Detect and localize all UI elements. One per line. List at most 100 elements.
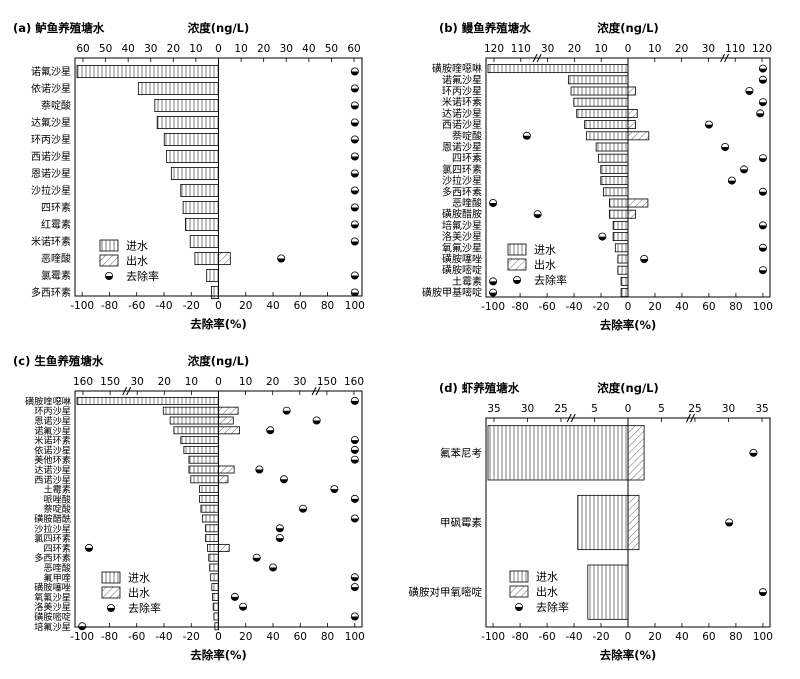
removal-marker-fill — [351, 577, 359, 581]
removal-tick-label: -60 — [538, 631, 555, 643]
removal-tick-label: 20 — [648, 631, 661, 643]
conc-tick-label: 110 — [725, 43, 745, 55]
removal-tick-label: -80 — [512, 631, 529, 643]
removal-tick-label: -40 — [155, 300, 172, 312]
influent-bar — [620, 276, 629, 286]
conc-axis-label: 浓度(ng/L) — [597, 21, 658, 35]
removal-tick-label: -100 — [70, 631, 94, 643]
legend-removal-marker-fill — [105, 276, 113, 280]
category-label: 氯四环素 — [442, 163, 482, 176]
category-label: 氟苯尼考 — [440, 446, 482, 459]
influent-bar — [576, 108, 629, 118]
category-label: 多西环素 — [442, 185, 482, 198]
legend-influent-label: 进水 — [534, 244, 556, 257]
effluent-bar — [627, 209, 636, 219]
conc-tick-label: 30 — [722, 403, 735, 415]
removal-axis-label: 去除率(%) — [600, 318, 657, 332]
removal-marker-fill — [759, 68, 767, 73]
legend-removal-marker-fill — [107, 608, 115, 612]
axis-break — [122, 386, 128, 396]
removal-marker-fill — [253, 557, 261, 562]
influent-bar — [173, 426, 219, 435]
category-label: 磺胺对甲氧嘧啶 — [409, 586, 483, 599]
conc-tick-label: 150 — [100, 376, 120, 388]
removal-tick-label: -80 — [101, 631, 118, 643]
conc-tick-label: 10 — [189, 43, 202, 55]
influent-bar — [199, 485, 219, 494]
panel-title: (b) 鳗鱼养殖塘水 — [439, 21, 531, 35]
axis-break — [686, 413, 691, 423]
influent-bar — [213, 612, 219, 621]
influent-bar — [169, 416, 219, 425]
removal-marker-fill — [351, 88, 359, 93]
removal-tick-label: -20 — [183, 300, 200, 312]
removal-tick-label: 80 — [729, 301, 742, 313]
category-label: 四环素 — [452, 152, 482, 165]
category-label: 达诺沙星 — [34, 464, 71, 476]
influent-bar — [199, 494, 219, 503]
legend-influent-label: 进水 — [128, 572, 150, 585]
removal-tick-label: 40 — [266, 631, 279, 643]
influent-bar — [214, 622, 219, 631]
removal-marker-fill — [78, 626, 86, 630]
category-label: 红霉素 — [41, 218, 71, 231]
influent-bar — [617, 265, 629, 275]
category-label: 磺胺喹噁啉 — [25, 395, 71, 407]
conc-tick-label: 25 — [688, 403, 701, 415]
influent-bar — [617, 254, 629, 264]
axis-break — [315, 386, 321, 396]
influent-bar — [587, 564, 629, 620]
conc-tick-label: 35 — [755, 403, 768, 415]
legend-effluent-label: 出水 — [536, 585, 558, 599]
category-label: 氯四环素 — [34, 533, 71, 545]
influent-bar — [180, 183, 219, 198]
conc-tick-label: 35 — [487, 403, 500, 415]
removal-marker-fill — [351, 440, 359, 444]
influent-bar — [600, 164, 629, 174]
panel-2: (c) 生鱼养殖塘水 浓度(ng/L)160 150 30 20 10 0 10 20 30 150… — [13, 354, 365, 662]
removal-marker-fill — [759, 191, 767, 196]
removal-marker-fill — [239, 606, 247, 611]
conc-tick-label: 10 — [185, 376, 198, 388]
legend-effluent-label: 出水 — [534, 258, 556, 272]
conc-tick-label: 30 — [541, 43, 554, 55]
conc-tick-label: 20 — [675, 43, 688, 55]
conc-tick-label: 110 — [511, 43, 531, 55]
influent-bar — [156, 115, 219, 130]
conc-tick-label: 20 — [257, 43, 270, 55]
category-label: 氧氟沙星 — [442, 241, 482, 254]
conc-tick-label: 30 — [521, 403, 534, 415]
removal-marker-fill — [351, 207, 359, 212]
conc-tick-label: 50 — [325, 43, 338, 55]
category-label: 诺氟沙星 — [442, 73, 482, 86]
influent-bar — [211, 285, 219, 300]
effluent-bar — [218, 465, 235, 474]
category-label: 磺胺甲基嘧啶 — [422, 286, 482, 299]
removal-marker-fill — [351, 275, 359, 280]
conc-tick-label: 0 — [625, 403, 632, 415]
removal-tick-label: 80 — [729, 631, 742, 643]
removal-tick-label: 100 — [753, 301, 773, 313]
panel-3: (d) 虾养殖塘水 浓度(ng/L)35 30 25 5 0 5 25 30 35-100 -80-… — [409, 381, 773, 662]
category-label: 萘啶酸 — [41, 99, 71, 112]
removal-marker-fill — [277, 258, 285, 263]
influent-bar — [162, 406, 219, 415]
category-label: 氟甲喹 — [43, 572, 71, 584]
removal-marker-fill — [351, 105, 359, 110]
conc-tick-label: 30 — [280, 43, 293, 55]
influent-bar — [188, 455, 219, 464]
legend-effluent-label: 出水 — [128, 586, 150, 600]
removal-marker-fill — [276, 528, 284, 532]
influent-bar — [200, 504, 219, 513]
category-label: 磺胺嘧啶 — [34, 611, 71, 623]
influent-bar — [612, 232, 629, 242]
category-label: 米诺环素 — [31, 235, 71, 248]
influent-bar — [212, 602, 219, 611]
conc-tick-label: 0 — [215, 376, 222, 388]
category-label: 诺氟沙星 — [34, 425, 71, 437]
category-label: 四环素 — [41, 201, 71, 214]
